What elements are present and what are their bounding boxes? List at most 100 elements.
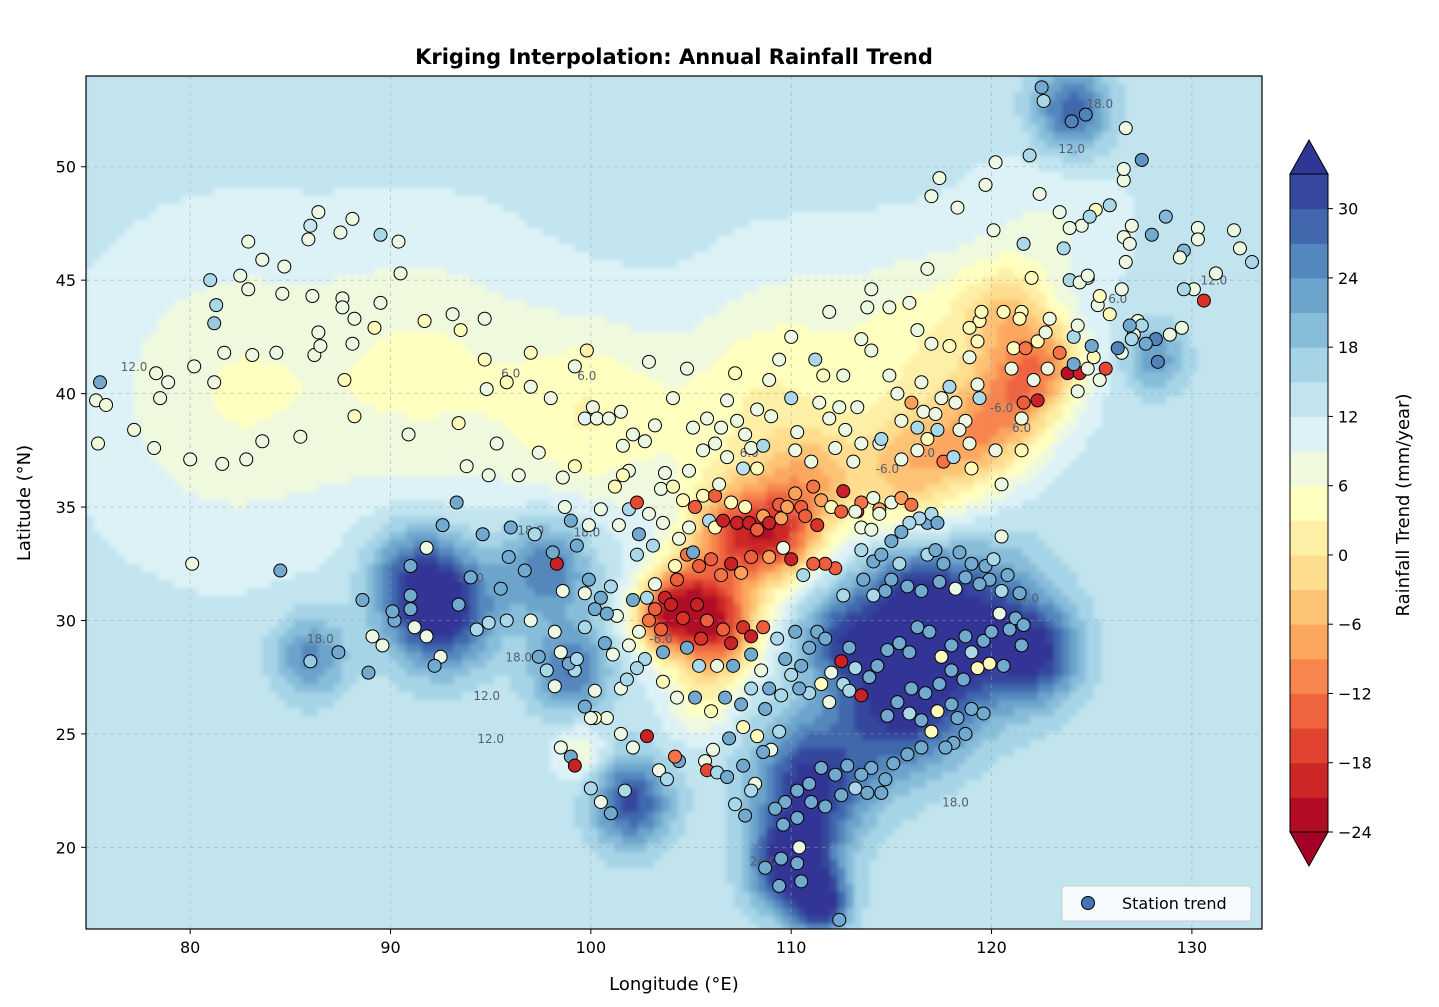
station-point (878, 772, 893, 787)
station-point (942, 338, 957, 353)
station-point (391, 234, 406, 249)
station-point (273, 563, 288, 578)
station-point (930, 422, 945, 437)
station-point (655, 674, 670, 689)
station-point (481, 615, 496, 630)
station-point (599, 711, 614, 726)
station-point (890, 386, 905, 401)
kriging-field (86, 76, 1262, 929)
station-point (984, 624, 999, 639)
station-point (920, 261, 935, 276)
station-point (629, 661, 644, 676)
station-point (822, 695, 837, 710)
station-point (894, 413, 909, 428)
station-point (303, 654, 318, 669)
station-point (910, 420, 925, 435)
y-axis-title: Latitude (°N) (14, 445, 35, 561)
station-point (1014, 443, 1029, 458)
station-point (337, 372, 352, 387)
station-point (403, 602, 418, 617)
station-point (964, 461, 979, 476)
station-point (724, 556, 739, 571)
station-point (956, 672, 971, 687)
station-point (730, 515, 745, 530)
station-point (750, 729, 765, 744)
station-point (1002, 622, 1017, 637)
contour-label: 18.0 (307, 632, 334, 646)
station-point (593, 590, 608, 605)
station-point (836, 588, 851, 603)
station-point (840, 758, 855, 773)
station-point (637, 434, 652, 449)
station-point (882, 300, 897, 315)
station-point (127, 422, 142, 437)
station-point (708, 436, 723, 451)
station-point (655, 515, 670, 530)
station-point (762, 681, 777, 696)
station-point (91, 436, 106, 451)
station-point (209, 298, 224, 313)
station-point (972, 391, 987, 406)
station-point (233, 268, 248, 283)
station-point (1092, 289, 1107, 304)
station-point (1244, 255, 1259, 270)
station-point (696, 488, 711, 503)
station-point (788, 624, 803, 639)
station-point (948, 395, 963, 410)
colorbar-band (1290, 312, 1328, 348)
station-point (1084, 338, 1099, 353)
station-point (900, 747, 915, 762)
station-point (902, 706, 917, 721)
station-point (375, 638, 390, 653)
station-point (1116, 162, 1131, 177)
station-point (639, 729, 654, 744)
station-point (255, 252, 270, 267)
station-point (577, 411, 592, 426)
x-tick-label: 130 (1177, 938, 1208, 957)
station-point (147, 441, 162, 456)
station-point (834, 504, 849, 519)
station-point (511, 468, 526, 483)
station-point (355, 593, 370, 608)
station-point (639, 590, 654, 605)
station-point (814, 760, 829, 775)
contour-label: -6.0 (649, 632, 672, 646)
station-point (722, 731, 737, 746)
station-point (914, 713, 929, 728)
station-point (738, 808, 753, 823)
station-point (668, 749, 683, 764)
station-point (802, 776, 817, 791)
station-point (631, 624, 646, 639)
station-point (631, 527, 646, 542)
station-point (625, 593, 640, 608)
station-point (910, 443, 925, 458)
station-point (762, 372, 777, 387)
station-point (670, 690, 685, 705)
station-point (1080, 268, 1095, 283)
station-point (501, 549, 516, 564)
station-point (531, 445, 546, 460)
colorbar-tick-label: −6 (1338, 615, 1362, 634)
station-point (988, 443, 1003, 458)
station-point (577, 586, 592, 601)
station-point (928, 407, 943, 422)
station-point (924, 724, 939, 739)
station-point (1062, 220, 1077, 235)
station-point (1052, 345, 1067, 360)
station-point (704, 552, 719, 567)
colorbar-tick-label: 6 (1338, 477, 1348, 496)
station-point (884, 534, 899, 549)
x-axis: 80 90 100 110 120 130 (180, 929, 1207, 957)
station-point (407, 620, 422, 635)
station-point (99, 397, 114, 412)
station-point (772, 352, 787, 367)
station-point (734, 697, 749, 712)
colorbar-band (1290, 762, 1328, 798)
station-point (730, 413, 745, 428)
station-point (347, 311, 362, 326)
station-point (692, 559, 707, 574)
y-tick-label: 35 (56, 498, 76, 517)
station-point (1172, 250, 1187, 265)
station-point (856, 572, 871, 587)
colorbar-band (1290, 589, 1328, 625)
